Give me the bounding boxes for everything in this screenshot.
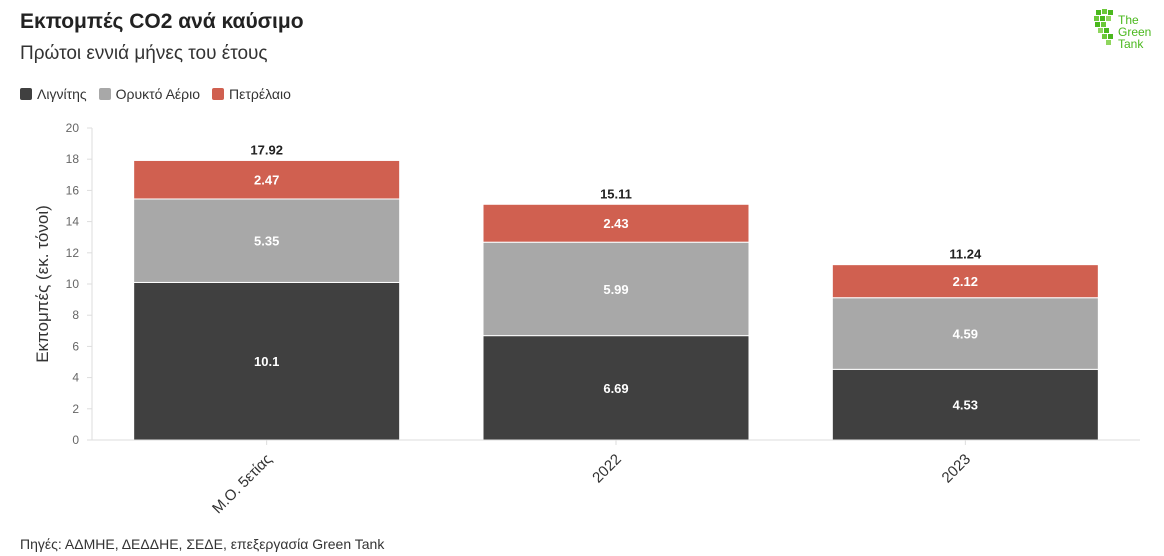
data-label-lignite: 10.1: [254, 354, 279, 369]
y-tick-label: 14: [66, 215, 80, 229]
legend-swatch-oil: [212, 88, 225, 100]
y-tick-label: 2: [72, 402, 79, 416]
data-label-oil: 2.12: [953, 274, 978, 289]
bar-segment-gas[interactable]: [133, 198, 401, 283]
y-tick-label: 0: [72, 433, 79, 447]
bars: 10.1 5.35 2.47 17.92 6.69 5.99 2.43 15.11 4.53 4.…: [133, 142, 1099, 441]
logo-text-tank: Tank: [1118, 37, 1144, 51]
legend-item-lignite[interactable]: Λιγνίτης: [20, 86, 87, 102]
y-tick-label: 20: [66, 121, 80, 135]
bar-segment-oil[interactable]: [482, 203, 750, 243]
legend-item-gas[interactable]: Ορυκτό Αέριο: [98, 86, 201, 102]
y-tick-label: 12: [66, 246, 80, 260]
legend-label-oil: Πετρέλαιο: [229, 86, 291, 102]
leaf-logo-icon: [1094, 9, 1113, 45]
legend: Λιγνίτης Ορυκτό Αέριο Πετρέλαιο: [20, 86, 291, 102]
y-tick-label: 16: [66, 183, 80, 197]
data-label-gas: 5.35: [254, 234, 279, 249]
legend-label-lignite: Λιγνίτης: [37, 86, 87, 102]
bar-segment-lignite[interactable]: [482, 335, 750, 441]
data-label-lignite: 4.53: [953, 398, 978, 413]
bar-segment-lignite[interactable]: [831, 368, 1099, 441]
bar-segment-gas[interactable]: [831, 297, 1099, 370]
source-note: Πηγές: ΑΔΜΗΕ, ΔΕΔΔΗΕ, ΣΕΔΕ, επεξεργασία …: [20, 536, 385, 552]
logo-text: The Green Tank: [1118, 14, 1151, 50]
total-label: 11.24: [949, 247, 982, 262]
legend-swatch-gas: [98, 88, 111, 100]
x-axis: Μ.Ο. 5ετίας 2022 2023: [92, 439, 1140, 517]
bar-segment-gas[interactable]: [482, 241, 750, 337]
data-label-gas: 4.59: [953, 327, 978, 342]
legend-label-gas: Ορυκτό Αέριο: [115, 86, 201, 102]
x-tick-label: 2023: [939, 451, 975, 487]
data-label-oil: 2.47: [254, 173, 279, 188]
data-label-gas: 5.99: [603, 282, 628, 297]
stacked-bar-chart: 0 2 4 6 8 10 12 14 16 18 20 10.1 5.35 2.47 17.92 6.69 5…: [33, 121, 1140, 517]
y-axis-label: Εκπομπές (εκ. τόνοι): [33, 205, 52, 363]
y-tick-label: 18: [66, 152, 80, 166]
chart-subtitle: Πρώτοι εννιά μήνες του έτους: [20, 43, 268, 64]
legend-item-oil[interactable]: Πετρέλαιο: [212, 86, 291, 102]
data-label-oil: 2.43: [603, 216, 628, 231]
y-tick-label: 10: [66, 277, 80, 291]
chart-title: Εκπομπές CO2 ανά καύσιμο: [20, 10, 304, 33]
y-tick-label: 4: [72, 371, 79, 385]
y-axis: 0 2 4 6 8 10 12 14 16 18 20: [66, 121, 93, 447]
total-label: 15.11: [600, 186, 632, 201]
data-label-lignite: 6.69: [603, 381, 628, 396]
green-tank-logo: The Green Tank: [1092, 6, 1162, 56]
total-label: 17.92: [250, 142, 283, 157]
legend-swatch-lignite: [20, 88, 32, 100]
y-tick-label: 8: [72, 308, 79, 322]
x-tick-label: Μ.Ο. 5ετίας: [209, 451, 275, 517]
logo-text-the: The: [1118, 13, 1139, 27]
bar-segment-oil[interactable]: [831, 264, 1099, 299]
logo-text-green: Green: [1118, 25, 1152, 39]
bar-segment-oil[interactable]: [133, 159, 401, 200]
y-tick-label: 6: [72, 339, 79, 353]
x-tick-label: 2022: [589, 451, 625, 487]
